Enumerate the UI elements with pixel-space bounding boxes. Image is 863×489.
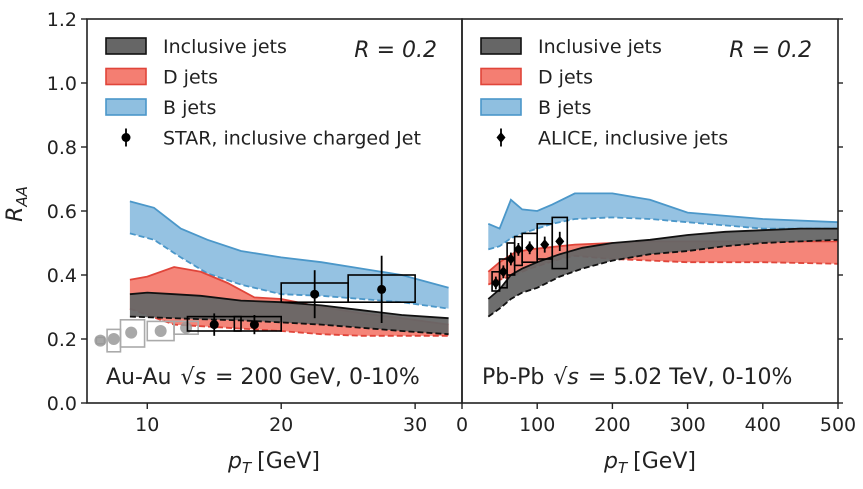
- right-bands: [487, 192, 838, 318]
- R-xtick-label-5: 500: [820, 414, 856, 436]
- L-band-lower-inclusive-jets: [129, 315, 449, 336]
- L-legend-swatch-2: [105, 98, 147, 116]
- L-xtick-label-2: 30: [403, 414, 427, 436]
- L-point-2: [310, 289, 320, 299]
- L-legend-marker: [121, 133, 131, 142]
- R-xtick-label-1: 100: [519, 414, 555, 436]
- L-legend-label-1: D jets: [163, 67, 218, 89]
- L-xtick-label-0: 10: [135, 414, 159, 436]
- right-x-axis-label: pT [GeV]: [603, 449, 696, 477]
- R-band-upper-b-jets: [487, 192, 838, 230]
- right-legend: Inclusive jets D jets B jets ALICE, inclusi…: [480, 36, 728, 150]
- R-legend-swatch-0: [480, 37, 522, 55]
- R-band-lower-b-jets: [488, 216, 838, 251]
- R-legend-swatch-2: [480, 98, 522, 116]
- right-system-label: Pb-Pb √s = 5.02 TeV, 0-10%: [482, 365, 792, 390]
- y-axis-label: RAA: [3, 186, 31, 222]
- R-point-4: [525, 242, 535, 254]
- L-grey-sys-box-2: [119, 318, 146, 348]
- L-ytick-label-0: 0.0: [47, 393, 77, 415]
- L-ytick-label-6: 1.2: [47, 9, 77, 31]
- R-band-upper-inclusive-jets: [487, 227, 838, 300]
- L-grey-point-3: [154, 325, 167, 337]
- L-ytick-label-1: 0.2: [47, 329, 77, 351]
- L-xtick-label-1: 20: [269, 414, 293, 436]
- R-legend-label-1: D jets: [538, 67, 593, 89]
- R-point-2: [506, 253, 516, 265]
- R-point-3: [513, 243, 523, 255]
- L-legend-swatch-1: [105, 67, 147, 86]
- left-x-axis-label: pT [GeV]: [227, 449, 320, 477]
- right-radius-label: R = 0.2: [729, 38, 812, 63]
- L-ytick-label-3: 0.6: [47, 201, 77, 223]
- R-legend-swatch-1: [480, 67, 522, 86]
- L-grey-point-0: [94, 334, 107, 347]
- L-band-inclusive-jets: [129, 292, 449, 335]
- R-band-lower-inclusive-jets: [487, 238, 838, 318]
- left-legend: Inclusive jets D jets B jets STAR, inclusiv…: [105, 36, 421, 150]
- R-band-b-jets: [488, 193, 838, 250]
- right-data-points: [491, 216, 569, 292]
- left-data-points: [94, 255, 416, 353]
- L-grey-point-4: [180, 321, 193, 334]
- L-grey-point-2: [125, 326, 138, 339]
- L-legend-label-2: B jets: [163, 97, 216, 119]
- L-grey-point-1: [107, 333, 120, 345]
- left-system-label: Au-Au √s = 200 GeV, 0-10%: [106, 365, 420, 390]
- left-bands: [129, 200, 449, 337]
- y-axis-label-sub: AA: [13, 186, 31, 208]
- L-point-1: [249, 320, 259, 330]
- L-ytick-label-2: 0.4: [47, 265, 77, 287]
- L-point-0: [209, 320, 219, 330]
- R-xtick-label-3: 300: [669, 414, 705, 436]
- L-ytick-label-5: 1.0: [47, 73, 77, 95]
- right-axes: 0 100 200 300 400 500: [456, 18, 856, 436]
- R-legend-label-0: Inclusive jets: [538, 36, 662, 58]
- L-band-b-jets: [129, 201, 449, 309]
- L-legend-swatch-0: [105, 37, 147, 55]
- R-sys-box-6: [551, 216, 569, 270]
- R-legend-marker: [496, 132, 506, 143]
- left-radius-label: R = 0.2: [354, 38, 437, 63]
- R-point-0: [491, 277, 501, 289]
- R-point-1: [498, 266, 508, 278]
- R-legend-label-2: B jets: [538, 97, 591, 119]
- L-grey-sys-box-4: [173, 320, 199, 335]
- L-ytick-label-4: 0.8: [47, 137, 77, 159]
- R-point-6: [555, 235, 565, 247]
- R-xtick-label-4: 400: [745, 414, 781, 436]
- R-point-5: [540, 239, 550, 251]
- L-sys-box-1: [233, 315, 282, 332]
- L-legend-label-3: STAR, inclusive charged Jet: [163, 128, 421, 150]
- R-legend-label-3: ALICE, inclusive jets: [538, 128, 728, 150]
- L-legend-label-0: Inclusive jets: [163, 36, 287, 58]
- R-xtick-label-0: 0: [456, 414, 468, 436]
- L-point-3: [377, 284, 387, 294]
- R-xtick-label-2: 200: [594, 414, 630, 436]
